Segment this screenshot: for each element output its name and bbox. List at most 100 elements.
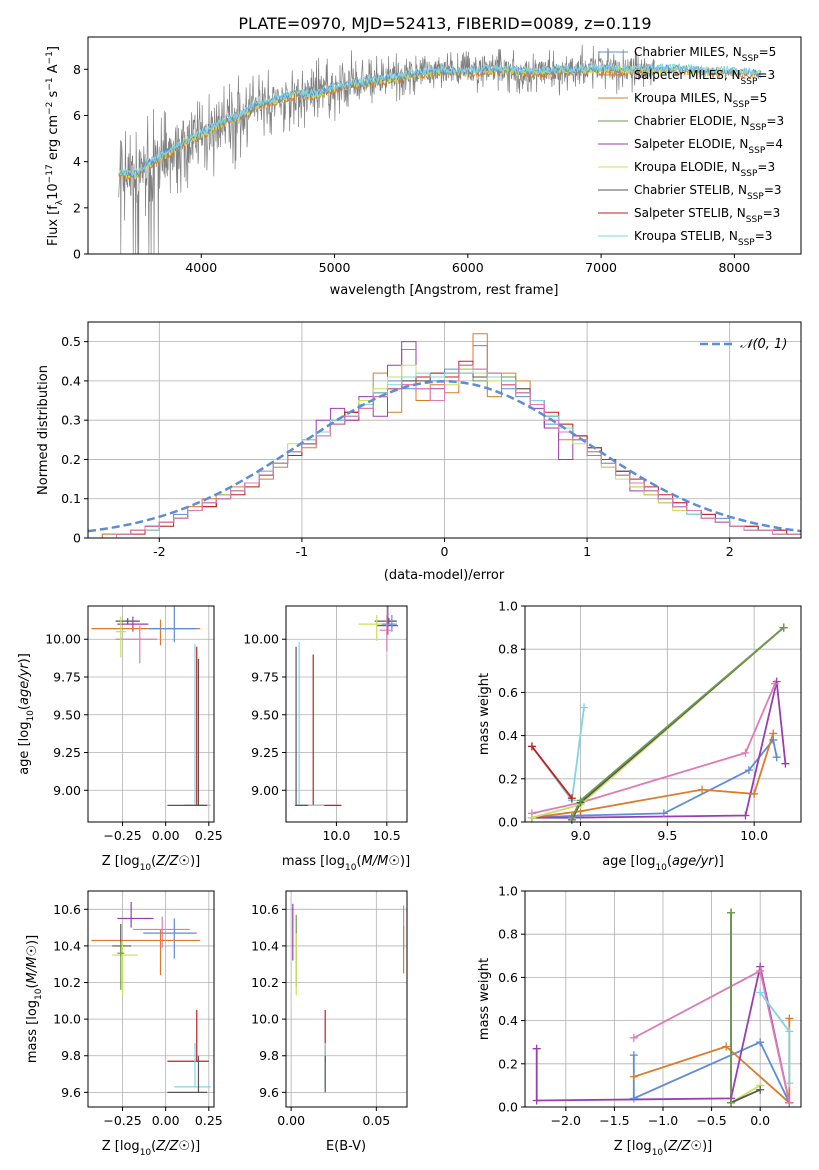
series-model_cyan [531, 707, 585, 803]
label-part: Chabrier STELIB, N [634, 183, 747, 197]
axes-frame [285, 890, 408, 1108]
label-part: age [log [602, 854, 655, 869]
marker [756, 988, 765, 997]
label-part: Z [log [102, 854, 140, 869]
legend-entry: Kroupa MILES, NSSP=5 [634, 91, 767, 110]
legend-entry: Kroupa ELODIE, NSSP=3 [634, 160, 775, 179]
x-tick-label: -1 [296, 544, 308, 559]
label-part: ( [667, 854, 672, 869]
label-part: −2 [45, 102, 55, 115]
y-tick-label: 9.50 [53, 707, 81, 722]
marker [580, 703, 589, 712]
y-tick-label: 0.2 [61, 452, 81, 467]
y-tick-label: 10.4 [53, 938, 81, 953]
x-tick-label: 9.5 [657, 828, 677, 843]
label-part: =4 [765, 137, 783, 151]
label-part: A [46, 64, 61, 77]
x-tick-label: −0.5 [696, 1113, 726, 1128]
y-tick-label: 1.0 [498, 884, 518, 899]
label-part: Flux [f [46, 205, 61, 246]
panel-mass-weight-vs-age: 9.0 9.5 10.0 0.0 0.2 0.4 0.6 0.8 1.0 [498, 599, 802, 843]
y-tick-label: 9.25 [53, 745, 81, 760]
label-part: SSP [747, 192, 764, 202]
plot-area [88, 333, 801, 538]
label-part: 10 [26, 710, 36, 722]
legend-entry: Salpeter MILES, NSSP=3 [634, 68, 775, 87]
label-part: SSP [733, 100, 750, 110]
label-part: )] [190, 854, 200, 869]
label-part: M/M☉ [25, 945, 40, 983]
x-tick-label: 10.5 [373, 828, 401, 843]
label-part: )] [190, 1139, 200, 1154]
plot-area [295, 606, 398, 806]
marker [781, 759, 790, 768]
label-part: Z [log [614, 1139, 652, 1154]
x-tick-label: 2 [726, 544, 734, 559]
x-tick-label: −1.5 [599, 1113, 629, 1128]
y-tick-label: 0.5 [61, 334, 81, 349]
label-part: 10 [34, 988, 44, 1000]
label-part: ( [151, 1139, 156, 1154]
y-tick-label: 0.8 [498, 927, 518, 942]
label-part: ( [151, 854, 156, 869]
label-part: mass [log [282, 854, 345, 869]
legend-entry: Salpeter ELODIE, NSSP=4 [634, 137, 783, 156]
histogram-model_pink [88, 364, 801, 538]
label-part: Salpeter MILES, N [634, 68, 741, 82]
label-part: )] [25, 935, 40, 945]
label-part: Chabrier MILES, N [634, 45, 742, 59]
label-part: =3 [755, 229, 773, 243]
panel-spectrum: 4000 5000 6000 7000 8000 0 2 4 6 8 Chabrier MILES,… [45, 36, 802, 298]
label-part: Salpeter ELODIE, N [634, 137, 748, 151]
label-part: ( [25, 983, 40, 988]
marker [772, 753, 781, 762]
y-axis-label: Flux [fλ10−17 erg cm−2 s−1 A−1] [45, 46, 65, 246]
label-part: s [46, 90, 61, 101]
marker [527, 742, 536, 751]
label-part: Z/Z☉ [155, 1139, 190, 1154]
label-part: ( [356, 854, 361, 869]
label-part: 10 [140, 863, 152, 873]
marker [567, 794, 576, 803]
marker [532, 1044, 541, 1053]
label-part: =3 [764, 183, 782, 197]
marker [527, 813, 536, 822]
y-tick-label: 10.6 [251, 902, 279, 917]
panel-mass-weight-vs-z: −2.0 −1.5 −1.0 −0.5 0.0 0.0 0.2 0.4 0.6 0.8 1.0 [498, 884, 802, 1128]
label-part: Z/Z☉ [155, 854, 190, 869]
label-part: age/yr [17, 662, 32, 705]
label-part: age [log [17, 722, 32, 775]
x-tick-label: −2.0 [551, 1113, 581, 1128]
plot-area [118, 44, 762, 254]
x-axis-label-age-vs-mass: mass [log10(M/M☉)] [282, 854, 410, 873]
plot-area [292, 903, 405, 1093]
marker [741, 811, 750, 820]
label-part: M/M☉ [362, 854, 400, 869]
chart-layer: 4000 5000 6000 7000 8000 0 2 4 6 8 Chabrier MILES,… [17, 36, 802, 1158]
label-part: Chabrier ELODIE, N [634, 114, 750, 128]
label-part: =3 [766, 114, 784, 128]
y-tick-label: 10.0 [53, 1012, 81, 1027]
marker [785, 1014, 794, 1023]
y-tick-label: 0.3 [61, 413, 81, 428]
panel-mass-vs-ebv: 0.00 0.05 9.6 9.8 10.0 10.2 10.4 10.6 [251, 890, 408, 1128]
x-tick-label: −0.25 [103, 828, 141, 843]
label-part: Salpeter STELIB, N [634, 206, 746, 220]
label-part: SSP [741, 169, 758, 179]
label-part: SSP [741, 77, 758, 87]
marker [532, 1096, 541, 1105]
label-part: −1 [45, 51, 55, 64]
panel-age-vs-mass: 10.0 10.5 9.00 9.25 9.50 9.75 10.00 [243, 605, 408, 843]
marker [769, 729, 778, 738]
x-tick-label: 10.0 [322, 828, 350, 843]
x-axis-label-mass-vs-z: Z [log10(Z/Z☉)] [102, 1139, 200, 1158]
marker [659, 809, 668, 818]
label-part: Kroupa MILES, N [634, 91, 733, 105]
y-tick-label: 0.4 [498, 1013, 518, 1028]
marker [785, 1079, 794, 1088]
axes-frame [87, 605, 215, 823]
plot-area [91, 901, 211, 1093]
panel-residuals: -2 -1 0 1 2 0 0.1 0.2 0.3 0.4 0.5 𝒩(0, 1) (data-mode… [36, 321, 802, 583]
y-tick-label: 0.2 [498, 771, 518, 786]
